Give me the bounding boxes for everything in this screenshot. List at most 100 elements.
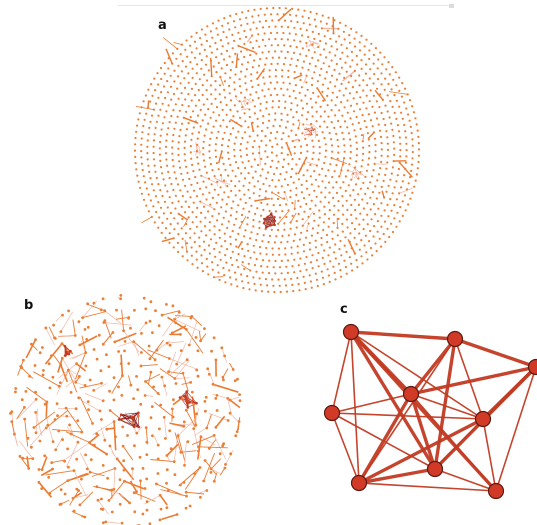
network-node bbox=[40, 468, 44, 471]
network-node bbox=[144, 321, 148, 325]
network-node bbox=[184, 134, 187, 137]
network-node bbox=[144, 94, 147, 97]
network-node bbox=[189, 151, 192, 154]
network-node bbox=[269, 94, 272, 97]
network-edge bbox=[311, 123, 319, 130]
network-node bbox=[273, 290, 276, 294]
network-node bbox=[235, 121, 238, 124]
network-node bbox=[324, 196, 327, 199]
network-node bbox=[330, 74, 334, 77]
network-node bbox=[329, 163, 332, 166]
network-node bbox=[163, 200, 167, 203]
network-node bbox=[277, 278, 280, 281]
network-node bbox=[267, 290, 270, 293]
network-node bbox=[343, 76, 346, 79]
network-node bbox=[362, 181, 365, 184]
network-node bbox=[260, 129, 264, 133]
network-node bbox=[262, 222, 266, 225]
network-node bbox=[180, 92, 183, 95]
network-node bbox=[198, 466, 202, 469]
network-node bbox=[209, 84, 212, 87]
network-node bbox=[260, 201, 263, 204]
network-node bbox=[366, 84, 369, 87]
network-edge bbox=[297, 157, 308, 175]
network-node bbox=[215, 71, 218, 74]
network-node bbox=[350, 213, 353, 216]
network-node bbox=[176, 47, 179, 51]
network-node bbox=[308, 248, 312, 251]
network-node bbox=[368, 77, 371, 80]
network-node bbox=[148, 319, 152, 323]
network-edge bbox=[147, 349, 170, 359]
network-node bbox=[185, 242, 189, 245]
network-node bbox=[42, 369, 45, 372]
network-node bbox=[292, 123, 295, 126]
network-node bbox=[189, 116, 192, 119]
network-node bbox=[150, 114, 154, 117]
network-node bbox=[341, 195, 344, 198]
network-node bbox=[293, 26, 296, 29]
network-edge bbox=[176, 423, 196, 426]
network-node bbox=[347, 184, 350, 187]
network-edge bbox=[154, 401, 174, 418]
network-node bbox=[259, 188, 262, 191]
network-node bbox=[333, 126, 336, 129]
network-node bbox=[264, 196, 267, 199]
network-node bbox=[195, 47, 198, 50]
network-node bbox=[268, 259, 271, 262]
network-node bbox=[369, 196, 372, 199]
network-node bbox=[346, 99, 349, 102]
network-node bbox=[322, 221, 325, 224]
network-node bbox=[310, 83, 314, 87]
network-edge bbox=[213, 472, 218, 482]
network-edge bbox=[79, 335, 98, 346]
network-node bbox=[399, 149, 402, 152]
network-node bbox=[308, 274, 311, 277]
network-edge bbox=[51, 459, 66, 464]
network-edge bbox=[128, 375, 132, 386]
network-node bbox=[309, 175, 312, 178]
network-node bbox=[159, 140, 162, 144]
network-node bbox=[86, 325, 90, 329]
network-node bbox=[390, 172, 393, 175]
network-node bbox=[370, 218, 373, 221]
network-node bbox=[293, 145, 296, 149]
network-node bbox=[234, 194, 237, 197]
network-node bbox=[201, 270, 204, 273]
network-edge bbox=[185, 329, 204, 354]
network-node bbox=[271, 106, 274, 109]
network-node bbox=[230, 189, 233, 192]
network-node bbox=[389, 198, 392, 201]
network-node bbox=[313, 37, 316, 41]
network-node bbox=[338, 109, 341, 112]
network-edge bbox=[165, 48, 173, 64]
network-node bbox=[386, 136, 389, 139]
network-node bbox=[198, 52, 201, 55]
network-node bbox=[34, 390, 37, 394]
network-node bbox=[192, 189, 196, 192]
network-node bbox=[237, 204, 240, 207]
network-node bbox=[144, 181, 147, 184]
network-node bbox=[168, 176, 171, 180]
network-node bbox=[384, 104, 387, 107]
network-node bbox=[210, 93, 213, 96]
network-node bbox=[277, 228, 280, 232]
network-node bbox=[310, 234, 313, 237]
network-node bbox=[332, 265, 335, 268]
network-node bbox=[276, 13, 279, 16]
network-node bbox=[283, 228, 286, 231]
network-node bbox=[358, 84, 361, 87]
network-node bbox=[21, 456, 25, 460]
network-node bbox=[244, 82, 247, 85]
network-node bbox=[343, 144, 346, 147]
network-node bbox=[244, 120, 247, 123]
network-edge bbox=[225, 450, 234, 465]
network-node bbox=[302, 123, 305, 126]
network-node bbox=[258, 226, 261, 230]
network-node bbox=[292, 181, 295, 184]
network-node bbox=[261, 240, 264, 243]
network-node bbox=[293, 77, 296, 80]
network-node bbox=[209, 203, 212, 206]
network-node bbox=[329, 260, 332, 263]
network-node bbox=[325, 233, 329, 237]
